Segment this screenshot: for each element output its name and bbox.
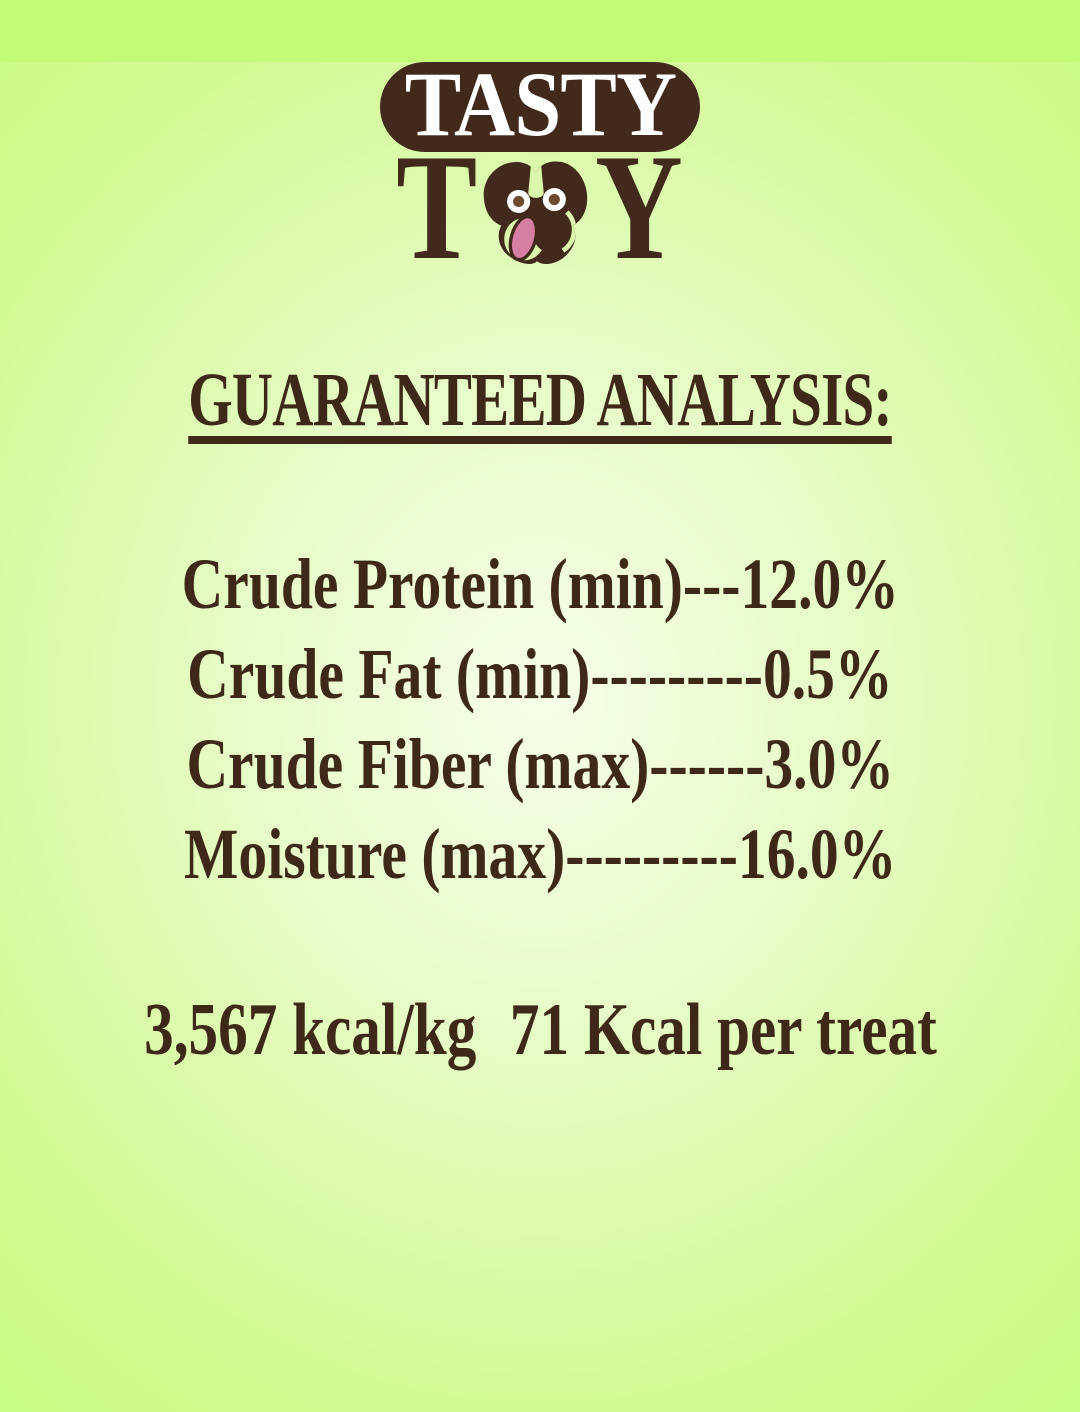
brand-name-tasty: TASTY [404,53,676,155]
section-heading-wrap: GUARANTEED ANALYSIS: [0,362,1080,445]
guaranteed-analysis-list: Crude Protein (min)---12.0% Crude Fat (m… [0,539,1080,899]
brand-name-toy: T [0,131,1080,283]
brand-pill: TASTY [380,58,700,152]
calorie-statement: 3,567 kcal/kg 71 Kcal per treat [0,985,1080,1075]
dog-face-icon [483,161,588,265]
treat-label: TASTY T [0,58,1080,1412]
analysis-line-crude-fiber: Crude Fiber (max)------3.0% [186,724,894,805]
analysis-line-crude-fat: Crude Fat (min)---------0.5% [187,634,893,715]
guaranteed-analysis-heading: GUARANTEED ANALYSIS: [188,362,892,445]
analysis-line-moisture: Moisture (max)---------16.0% [183,814,897,895]
analysis-line-crude-protein: Crude Protein (min)---12.0% [181,544,899,625]
kcal-per-kg: 3,567 kcal/kg [143,989,476,1072]
toy-letter-y: Y [594,123,683,291]
kcal-per-treat: 71 Kcal per treat [509,989,937,1072]
toy-letter-t: T [396,123,478,291]
